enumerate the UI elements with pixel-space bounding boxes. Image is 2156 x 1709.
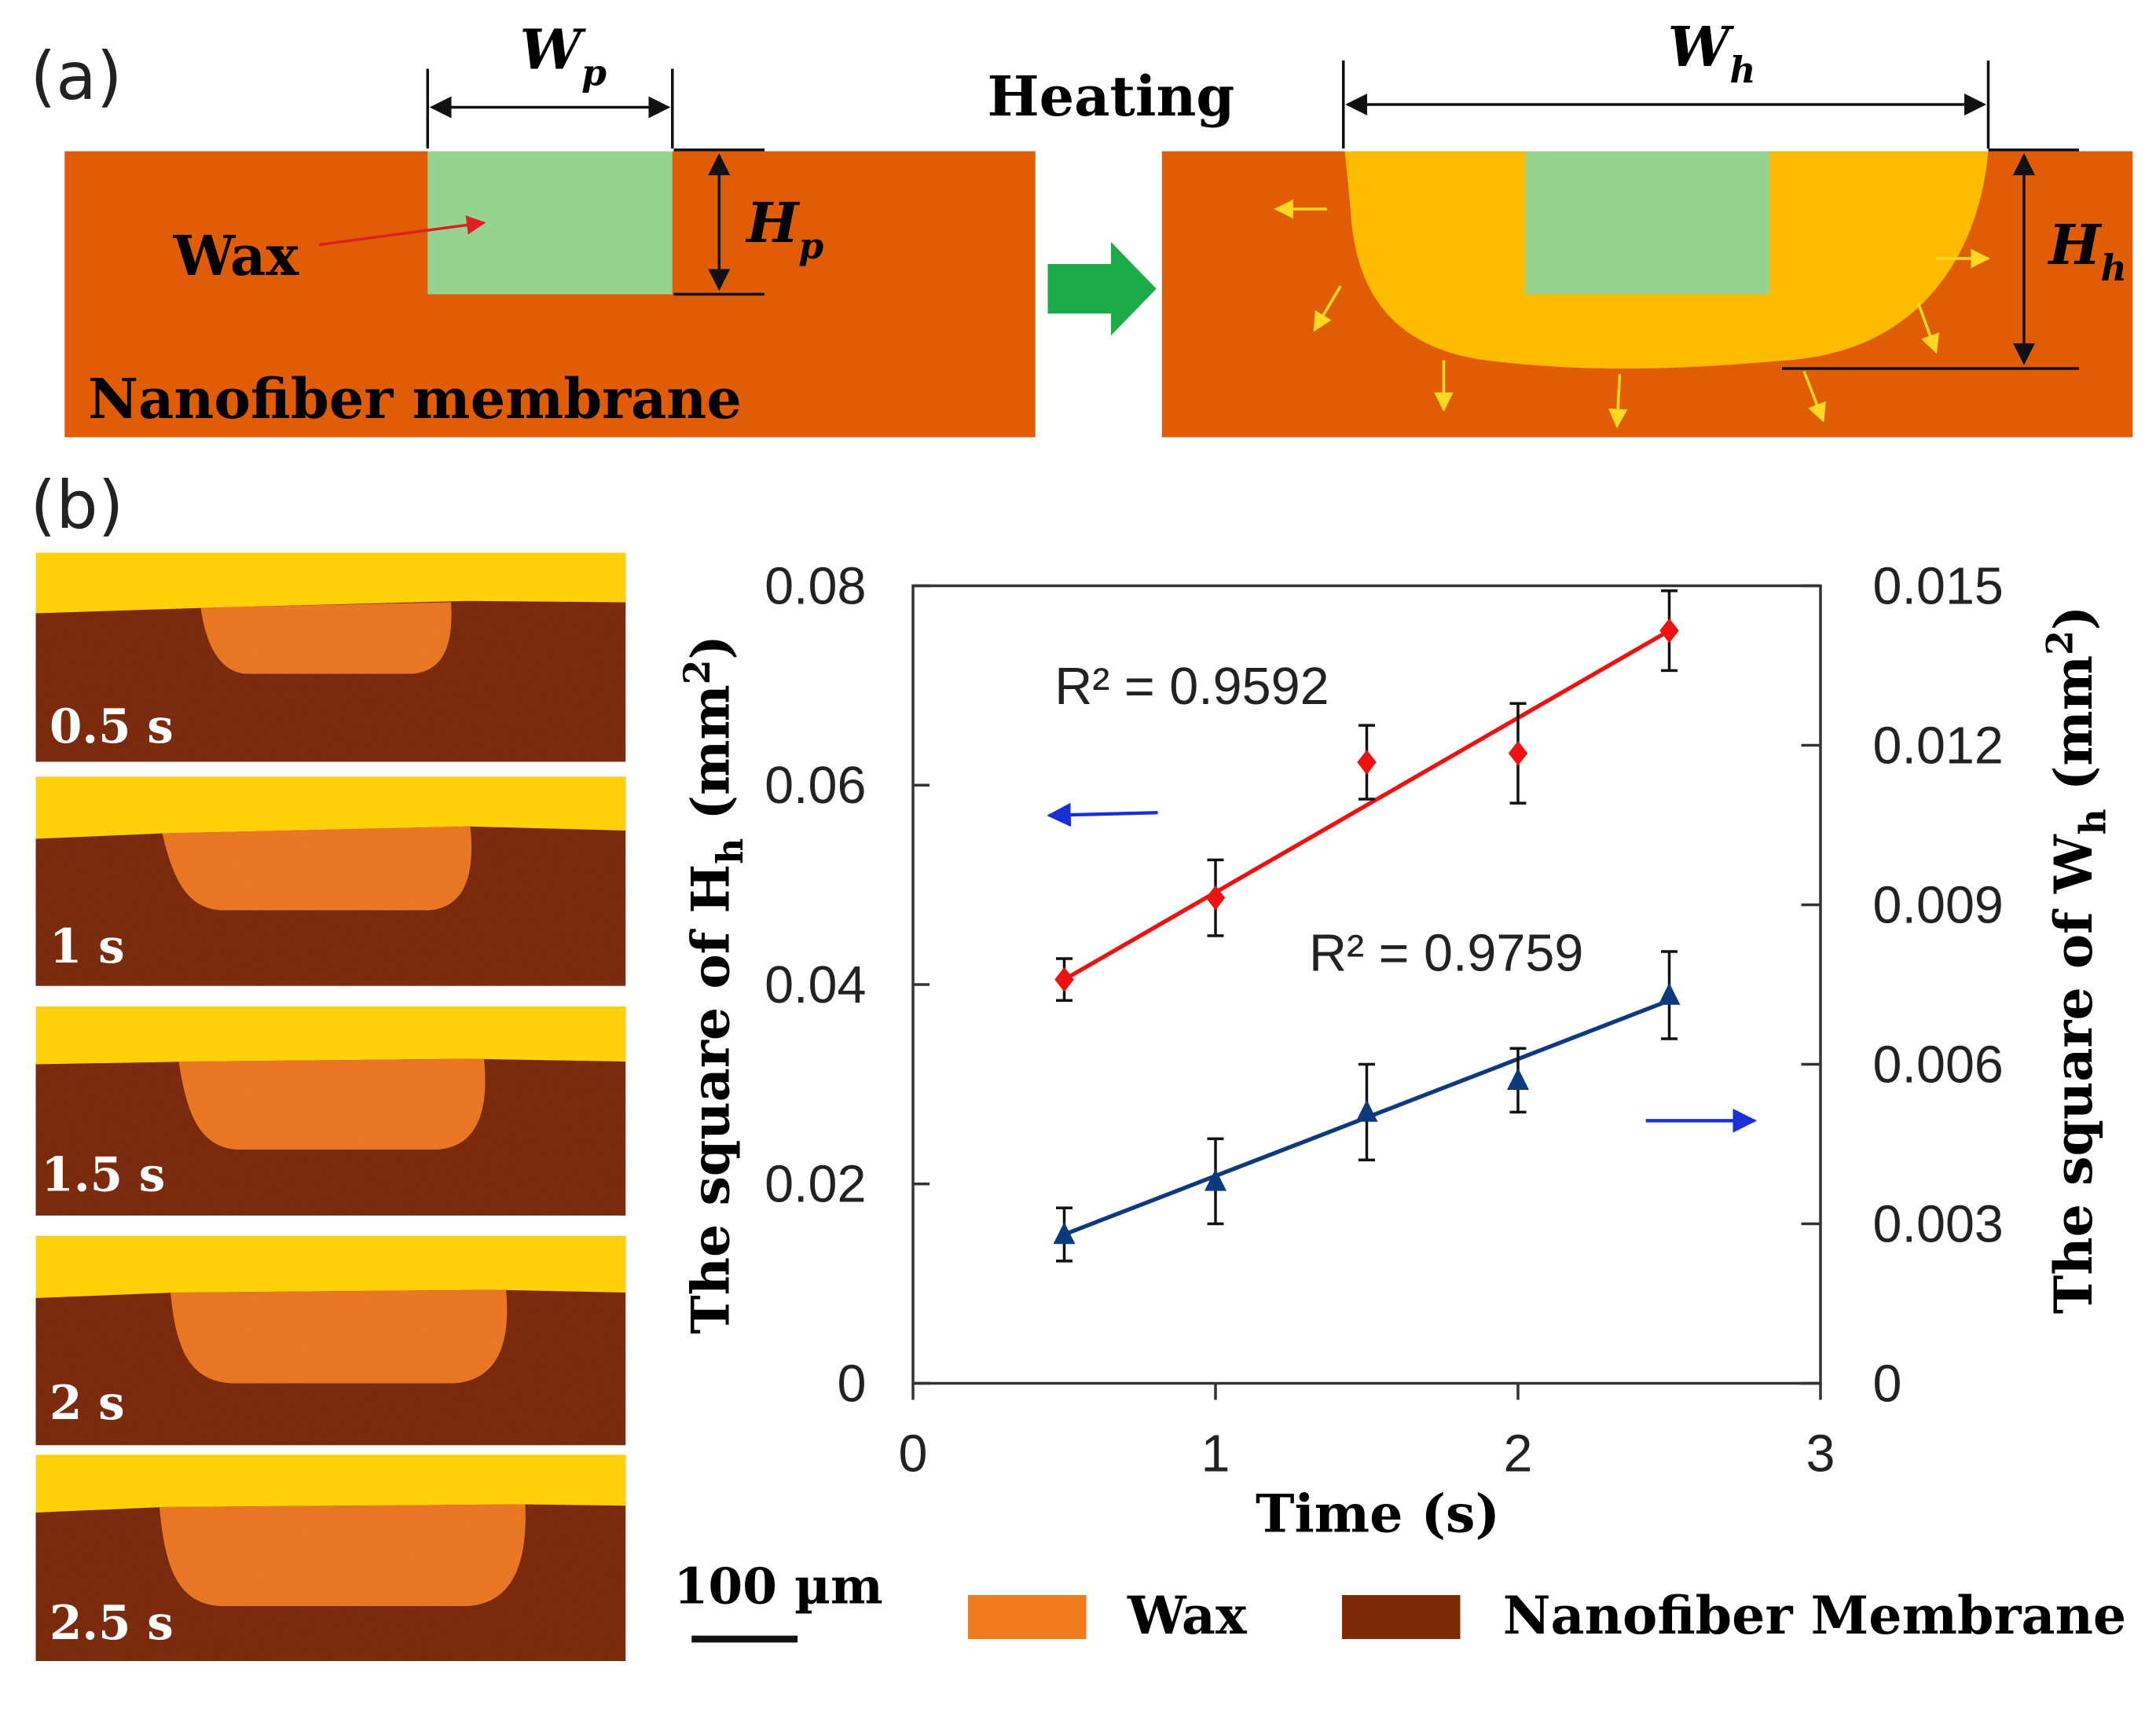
- legend-swatch-wax: [968, 1595, 1087, 1639]
- tick-marks: [911, 584, 1822, 1400]
- y2-tick-label: 0.012: [1873, 717, 2004, 775]
- data-point: [1508, 740, 1528, 766]
- panel-b-label: (b): [31, 467, 124, 544]
- x-tick-labels: 0 1 2 3: [899, 1425, 1835, 1483]
- micrograph-time-label: 2.5 s: [50, 1596, 174, 1651]
- heating-label: Heating: [988, 64, 1235, 129]
- micrograph-time-label: 2 s: [50, 1376, 125, 1431]
- y2-tick-label: 0: [1873, 1355, 1902, 1413]
- scale-bar-label: 100 µm: [674, 1557, 883, 1615]
- y-tick-labels: 0 0.02 0.04 0.06 0.08: [764, 557, 866, 1413]
- y-tick-label: 0.06: [764, 757, 866, 815]
- y2-axis-label: The square of Wh (mm2): [2038, 606, 2114, 1315]
- micrograph-2s: 2 s: [35, 1236, 626, 1446]
- diffusion-arrow: [1802, 370, 1826, 423]
- r2-label-wh: R² = 0.9759: [1309, 925, 1583, 983]
- y2-tick-label: 0.003: [1873, 1195, 2004, 1253]
- left-axis-indicator-arrow: [1047, 802, 1158, 827]
- micrograph-1s: 1 s: [35, 776, 626, 986]
- x-tick-label: 3: [1806, 1425, 1835, 1483]
- data-point: [1204, 1168, 1226, 1191]
- plot-area: [911, 584, 1822, 1385]
- y-tick-label: 0: [838, 1355, 867, 1413]
- wax-label: Wax: [173, 223, 300, 288]
- diffusion-arrow: [1313, 285, 1342, 332]
- diffusion-arrows: [1274, 199, 1990, 428]
- trend-line: [1063, 629, 1670, 981]
- hp-label: Hp: [745, 190, 823, 267]
- y2-tick-label: 0.015: [1873, 557, 2004, 615]
- diffusion-arrow: [1916, 302, 1940, 354]
- micrograph-time-label: 1 s: [50, 919, 125, 974]
- hh-label: Hh: [2048, 212, 2127, 289]
- micrograph-2-5s: 2.5 s: [35, 1454, 626, 1661]
- series-wh: [1053, 950, 1681, 1263]
- y-tick-label: 0.02: [764, 1156, 866, 1214]
- y2-tick-label: 0.009: [1873, 876, 2004, 934]
- wh-label: Wh: [1668, 14, 1756, 91]
- wax-block-after: [1524, 151, 1770, 295]
- micrograph-time-label: 1.5 s: [42, 1148, 166, 1203]
- data-point: [1054, 966, 1074, 992]
- x-axis-label: Time (s): [1256, 1483, 1500, 1545]
- legend-label-membrane: Nanofiber Membrane: [1503, 1585, 2127, 1646]
- wax-pointer-arrow: [318, 215, 486, 247]
- data-point: [1357, 750, 1377, 775]
- panel-b: (b) 0.5 s 1 s 1.5 s: [31, 467, 2127, 1661]
- panel-a: (a) Wp Hp Wax Nanofiber membrane Heating…: [31, 14, 2133, 438]
- legend-label-wax: Wax: [1127, 1585, 1248, 1646]
- x-tick-label: 0: [899, 1425, 928, 1483]
- data-point: [1658, 982, 1681, 1005]
- data-point: [1659, 618, 1679, 644]
- data-point: [1507, 1068, 1529, 1091]
- y-tick-label: 0.08: [764, 557, 866, 615]
- wax-block-before: [427, 151, 673, 295]
- wp-label: Wp: [520, 17, 607, 94]
- x-tick-label: 2: [1504, 1425, 1533, 1483]
- micrograph-1-5s: 1.5 s: [35, 1007, 626, 1216]
- data-point: [1355, 1099, 1378, 1122]
- micrograph-time-label: 0.5 s: [50, 699, 174, 754]
- y2-tick-label: 0.006: [1873, 1036, 2004, 1094]
- r2-label-hh: R² = 0.9592: [1054, 658, 1329, 716]
- diffusion-arrow: [1608, 373, 1628, 428]
- panel-a-label: (a): [31, 38, 123, 115]
- heating-arrow-icon: [1047, 242, 1157, 336]
- micrograph-0-5s: 0.5 s: [35, 552, 626, 762]
- y-tick-label: 0.04: [764, 956, 866, 1014]
- membrane-label: Nanofiber membrane: [88, 366, 742, 431]
- legend-swatch-membrane: [1342, 1595, 1461, 1639]
- y-axis-label: The square of Hh (mm2): [676, 635, 751, 1334]
- micrograph-column: 0.5 s 1 s 1.5 s 2 s: [35, 552, 626, 1661]
- data-point: [1053, 1222, 1076, 1245]
- x-tick-label: 1: [1201, 1425, 1230, 1483]
- y2-tick-labels: 0 0.003 0.006 0.009 0.012 0.015: [1873, 557, 2004, 1413]
